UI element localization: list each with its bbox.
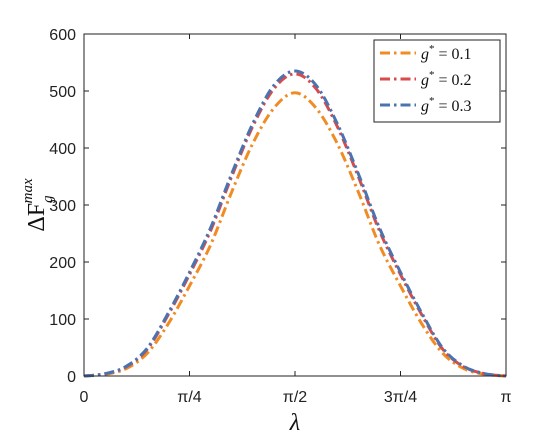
y-axis-label: ΔFgmax [20, 178, 56, 232]
x-tick-label: π [500, 389, 511, 406]
x-axis-label: λ [289, 410, 300, 436]
x-tick-label: π/2 [283, 389, 307, 406]
y-tick-label: 500 [49, 84, 76, 101]
y-tick-label: 0 [67, 369, 76, 386]
y-axis-label-sup: max [20, 178, 36, 203]
series-line-1 [83, 91, 507, 378]
y-tick-label: 200 [49, 255, 76, 272]
y-tick-label: 300 [49, 198, 76, 215]
legend-label-1: g* = 0.1 [421, 43, 472, 63]
legend-items: g* = 0.1 g* = 0.2 g* = 0.3 [380, 43, 472, 115]
legend-label-3: g* = 0.3 [421, 95, 472, 115]
series-layer [83, 69, 507, 378]
y-axis-label-main: ΔF [24, 203, 50, 232]
legend-label-2: g* = 0.2 [421, 69, 472, 89]
y-tick-label: 100 [49, 312, 76, 329]
x-tick-label: 0 [80, 389, 89, 406]
x-tick-label: π/4 [177, 389, 201, 406]
ticks-layer: 0 100 200 300 400 500 600 0 π/4 π/2 3π/4 π [49, 27, 511, 406]
svg-text:ΔFgmax: ΔFgmax [20, 178, 56, 232]
x-tick-label: 3π/4 [384, 389, 417, 406]
y-tick-label: 400 [49, 141, 76, 158]
y-tick-label: 600 [49, 27, 76, 44]
series-line-3 [83, 69, 507, 378]
y-axis-label-sub: g [40, 195, 56, 203]
legend: g* = 0.1 g* = 0.2 g* = 0.3 [373, 39, 501, 123]
